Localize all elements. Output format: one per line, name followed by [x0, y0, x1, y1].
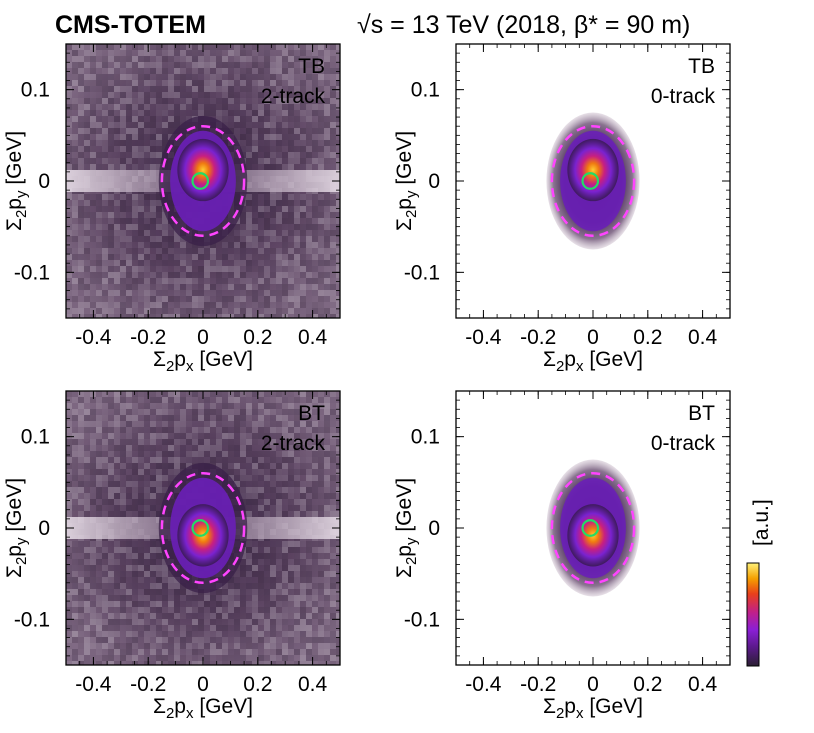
x-tick-label: 0.2: [243, 673, 272, 696]
center-circle: [581, 172, 600, 190]
x-axis-label: Σ2px [GeV]: [543, 695, 643, 722]
center-circle: [581, 519, 600, 537]
x-tick-label: -0.4: [75, 326, 112, 349]
x-tick-label: 0: [587, 673, 599, 696]
y-tick-label: 0.1: [21, 426, 50, 449]
plot-area: [66, 391, 340, 665]
panel-2: -0.4 -0.2 0 0.2 0.4 -0.1 0 0.1 Σ2px [GeV] Σ2py [G…: [393, 43, 731, 375]
y-tick-label: -0.1: [14, 261, 50, 284]
y-axis-label: Σ2py [GeV]: [3, 478, 30, 578]
x-tick-label: -0.2: [520, 673, 556, 696]
panel-3: -0.4 -0.2 0 0.2 0.4 -0.1 0 0.1 Σ2px [GeV] Σ2py [G…: [3, 390, 341, 722]
core-peak: [177, 138, 229, 202]
panels: -0.4 -0.2 0 0.2 0.4 -0.1 0 0.1 Σ2px [GeV] Σ2py [G…: [3, 43, 731, 722]
panel-tag-configuration: BT: [298, 402, 325, 425]
y-axis-label: Σ2py [GeV]: [393, 131, 420, 231]
panel-tag-tracks: 0-track: [651, 85, 716, 108]
colorbar: [a.u.]: [746, 499, 773, 667]
x-tick-label: 0.4: [688, 326, 718, 349]
panel-tag-configuration: BT: [688, 402, 715, 425]
x-tick-label: 0.4: [298, 326, 328, 349]
y-tick-label: 0: [38, 517, 50, 540]
x-tick-label: 0: [197, 326, 209, 349]
y-tick-label: -0.1: [404, 608, 440, 631]
y-tick-label: 0: [38, 170, 50, 193]
panel-tag-tracks: 2-track: [261, 85, 326, 108]
y-tick-label: 0: [428, 170, 440, 193]
colorbar-label: [a.u.]: [750, 499, 773, 546]
panel-4: -0.4 -0.2 0 0.2 0.4 -0.1 0 0.1 Σ2px [GeV] Σ2py [G…: [393, 390, 731, 722]
cut-ellipse: [160, 471, 246, 585]
y-tick-label: 0: [428, 517, 440, 540]
colorbar-scale: [746, 562, 760, 667]
y-tick-label: 0.1: [21, 79, 50, 102]
x-axis-label: Σ2px [GeV]: [543, 348, 643, 375]
plot-area: [456, 391, 730, 665]
panel-tag-tracks: 2-track: [261, 432, 326, 455]
x-tick-label: 0.4: [298, 673, 328, 696]
x-tick-label: -0.4: [465, 673, 502, 696]
plot-area: [456, 44, 730, 318]
cut-ellipse: [550, 124, 636, 238]
y-axis-label: Σ2py [GeV]: [3, 131, 30, 231]
x-tick-label: -0.2: [130, 326, 166, 349]
panel-tag-tracks: 0-track: [651, 432, 716, 455]
panel-tag-configuration: TB: [688, 55, 715, 78]
y-tick-label: 0.1: [411, 426, 440, 449]
x-tick-label: -0.4: [75, 673, 112, 696]
plot-area: [66, 44, 340, 318]
x-tick-label: 0.2: [633, 673, 662, 696]
x-tick-label: 0: [587, 326, 599, 349]
cut-ellipse: [160, 124, 246, 238]
core-peak: [567, 138, 619, 202]
y-axis-label: Σ2py [GeV]: [393, 478, 420, 578]
x-tick-label: 0.4: [688, 673, 718, 696]
y-tick-label: 0.1: [411, 79, 440, 102]
energy-label: √s = 13 TeV (2018, β* = 90 m): [357, 11, 690, 39]
x-tick-label: -0.2: [130, 673, 166, 696]
y-tick-label: -0.1: [14, 608, 50, 631]
x-tick-label: -0.4: [465, 326, 502, 349]
x-axis-label: Σ2px [GeV]: [153, 695, 253, 722]
panel-tag-configuration: TB: [298, 55, 325, 78]
x-tick-label: 0.2: [633, 326, 662, 349]
x-tick-label: 0.2: [243, 326, 272, 349]
x-tick-label: -0.2: [520, 326, 556, 349]
x-tick-label: 0: [197, 673, 209, 696]
panel-1: -0.4 -0.2 0 0.2 0.4 -0.1 0 0.1 Σ2px [GeV] Σ2py [G…: [3, 43, 341, 375]
cut-ellipse: [550, 471, 636, 585]
center-circle: [191, 519, 210, 537]
x-axis-label: Σ2px [GeV]: [153, 348, 253, 375]
center-circle: [191, 172, 210, 190]
y-tick-label: -0.1: [404, 261, 440, 284]
experiment-label: CMS-TOTEM: [55, 11, 206, 39]
